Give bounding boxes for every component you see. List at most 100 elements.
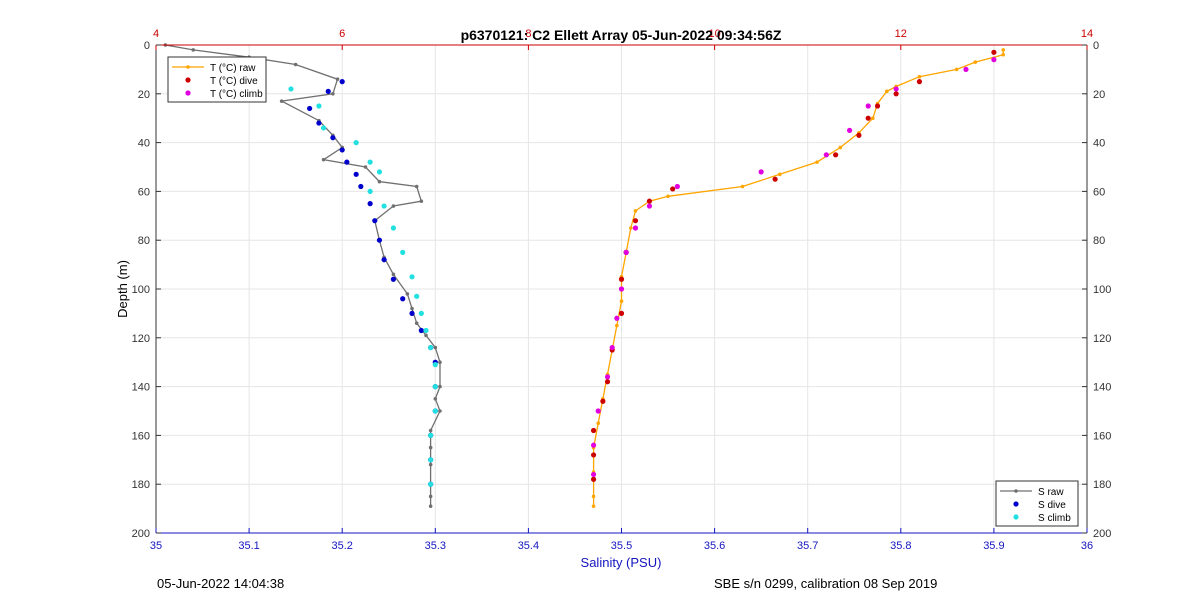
y-tick-label-right: 40 xyxy=(1093,138,1105,150)
salinity-legend: S raw S dive S climb xyxy=(995,480,1079,527)
temp-climb-point xyxy=(823,152,829,158)
sal-raw-point xyxy=(438,384,442,389)
sal-legend-label: S raw xyxy=(1038,487,1064,498)
temp-legend-label: T (°C) climb xyxy=(210,89,263,100)
sal-dive-point xyxy=(307,105,313,112)
temp-raw-point xyxy=(973,60,978,64)
sal-climb-point xyxy=(376,169,383,175)
temp-raw-point xyxy=(1001,48,1006,52)
temp-legend-marker xyxy=(185,77,191,83)
sal-climb-point xyxy=(367,159,373,165)
y-tick-label: 160 xyxy=(132,430,150,442)
temp-climb-point xyxy=(614,315,620,321)
temp-dive-series xyxy=(590,49,997,482)
x-tick-label: 35.7 xyxy=(797,540,818,552)
sal-raw-point xyxy=(191,48,196,52)
sal-legend-label: S dive xyxy=(1038,500,1066,511)
temp-raw-point xyxy=(954,67,959,72)
top-tick-label: 8 xyxy=(525,28,531,40)
temp-dive-point xyxy=(632,218,639,224)
top-tick-label: 10 xyxy=(708,28,720,40)
sal-climb-series xyxy=(237,61,438,487)
temp-dive-point xyxy=(604,379,611,385)
sal-climb-point xyxy=(381,203,387,209)
temp-raw-point xyxy=(619,299,624,304)
y-tick-label-right: 200 xyxy=(1093,528,1111,540)
y-tick-label-right: 160 xyxy=(1093,430,1111,442)
y-tick-label-right: 180 xyxy=(1093,479,1111,491)
sal-climb-point xyxy=(390,225,397,231)
temp-legend-label: T (°C) dive xyxy=(210,76,258,87)
top-tick-label: 4 xyxy=(153,28,159,40)
sal-climb-point xyxy=(423,327,429,334)
sal-dive-point xyxy=(339,79,345,85)
y-tick-label: 60 xyxy=(138,186,150,198)
sal-dive-point xyxy=(381,257,387,263)
y-tick-label: 200 xyxy=(132,528,150,540)
temp-raw-point xyxy=(815,160,819,164)
sal-raw-line xyxy=(165,44,441,507)
sal-climb-point xyxy=(428,481,434,487)
temp-climb-point xyxy=(865,103,871,109)
sal-dive-point xyxy=(339,147,345,153)
sal-raw-point xyxy=(414,184,419,189)
sal-raw-point xyxy=(424,333,428,338)
temperature-legend: T (°C) raw T (°C) dive T (°C) climb xyxy=(167,56,267,103)
x-tick-label: 35.6 xyxy=(704,540,725,552)
x-tick-label: 35.2 xyxy=(331,540,352,552)
temp-climb-point xyxy=(893,86,899,92)
sal-climb-point xyxy=(428,432,434,438)
temp-raw-point xyxy=(629,226,633,230)
temp-dive-point xyxy=(646,198,653,204)
sal-raw-point xyxy=(433,345,438,350)
y-tick-label-right: 0 xyxy=(1093,40,1099,52)
temp-legend-label: T (°C) raw xyxy=(210,63,256,74)
sal-climb-point xyxy=(432,362,438,368)
sal-raw-point xyxy=(377,179,382,184)
temp-climb-point xyxy=(590,442,597,448)
temp-dive-point xyxy=(590,427,597,434)
sal-climb-point xyxy=(418,310,424,316)
sal-raw-point xyxy=(405,292,410,296)
sal-legend-marker xyxy=(1014,489,1018,493)
y-tick-label: 0 xyxy=(144,40,150,52)
sal-raw-point xyxy=(438,409,442,413)
top-tick-label: 14 xyxy=(1081,28,1093,40)
y-tick-label: 20 xyxy=(138,89,150,101)
y-tick-label-right: 140 xyxy=(1093,382,1111,394)
temp-climb-point xyxy=(609,344,615,351)
temp-raw-point xyxy=(740,184,745,189)
temp-legend-box xyxy=(167,56,267,103)
temp-climb-point xyxy=(604,374,611,380)
temp-dive-point xyxy=(991,49,997,55)
temp-raw-point xyxy=(777,172,782,177)
x-tick-label: 35 xyxy=(150,540,162,552)
sal-climb-point xyxy=(400,249,406,255)
temp-climb-point xyxy=(595,408,601,414)
sal-dive-series xyxy=(307,79,438,487)
y-tick-label: 180 xyxy=(132,479,150,491)
sal-raw-point xyxy=(321,157,326,162)
y-tick-label: 140 xyxy=(132,382,150,394)
temp-raw-point xyxy=(885,89,889,94)
y-tick-label-right: 80 xyxy=(1093,235,1105,247)
sal-legend-marker xyxy=(1013,501,1019,507)
temp-raw-series xyxy=(591,48,1006,508)
temp-climb-point xyxy=(991,57,997,63)
temp-dive-point xyxy=(590,452,597,458)
sal-dive-point xyxy=(353,171,359,177)
sal-raw-point xyxy=(410,306,414,311)
temp-dive-point xyxy=(916,79,923,85)
temp-dive-point xyxy=(865,115,871,121)
axes: 35 35.1 35.2 35.3 35.4 35.5 35.6 35.7 35.8 35.9 36… xyxy=(132,28,1112,552)
sal-raw-point xyxy=(363,165,368,169)
sal-dive-point xyxy=(330,135,336,141)
temp-dive-point xyxy=(833,152,839,158)
sal-dive-point xyxy=(409,310,415,316)
y-tick-label-right: 20 xyxy=(1093,89,1105,101)
x-tick-label: 35.9 xyxy=(983,540,1004,552)
sal-dive-point xyxy=(325,88,331,94)
sal-climb-point xyxy=(432,408,438,414)
temp-legend-marker xyxy=(185,90,191,96)
